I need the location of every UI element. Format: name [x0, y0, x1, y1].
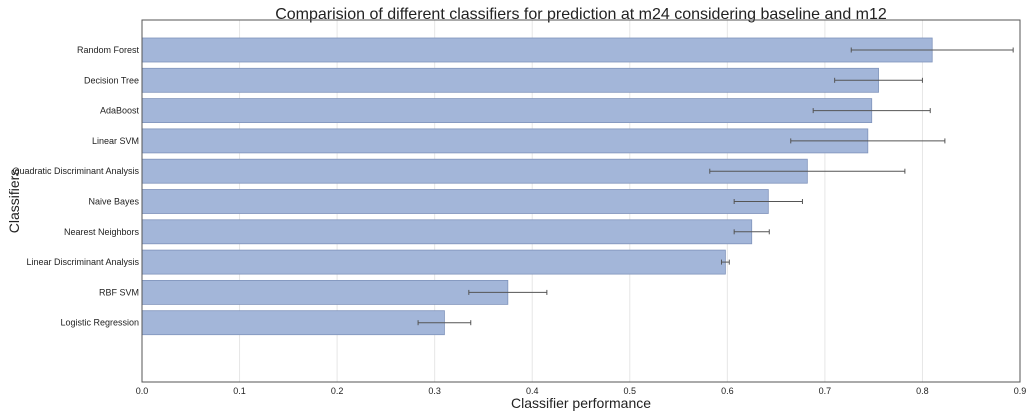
error-bar [709, 168, 906, 174]
error-bars [417, 47, 1014, 326]
x-tick-label: 0.7 [819, 386, 832, 396]
error-bar [733, 199, 803, 204]
category-label: Naive Bayes [88, 197, 139, 207]
error-bar [790, 138, 946, 144]
x-tick-label: 0.0 [136, 386, 149, 396]
x-tick-label: 0.6 [721, 386, 734, 396]
x-tick-label: 0.5 [624, 386, 637, 396]
bar [141, 98, 873, 123]
category-label: Nearest Neighbors [64, 227, 140, 237]
category-label: RBF SVM [99, 287, 139, 297]
y-axis-categories: Random Forest Decision Tree AdaBoost Linear… [12, 45, 139, 328]
error-bar [720, 259, 730, 265]
error-bar [417, 320, 472, 326]
error-bar [812, 108, 931, 114]
bar [141, 219, 753, 245]
category-label: Logistic Regression [60, 318, 139, 328]
x-tick-label: 0.8 [916, 386, 929, 396]
category-label: AdaBoost [100, 106, 140, 116]
x-axis-label: Classifier performance [511, 395, 651, 411]
bar [141, 249, 726, 275]
category-label: Linear Discriminant Analysis [26, 257, 139, 267]
x-tick-label: 0.4 [526, 386, 539, 396]
bar [141, 128, 869, 154]
error-bar [733, 229, 770, 235]
x-tick-label: 0.3 [428, 386, 441, 396]
bar [141, 189, 769, 214]
category-label: Decision Tree [84, 75, 139, 85]
category-label: Quadratic Discriminant Analysis [12, 166, 139, 176]
chart-title: Comparision of different classifiers for… [275, 6, 887, 23]
bar [141, 37, 933, 63]
plot-area-frame [141, 19, 1021, 383]
error-bar [468, 289, 548, 295]
category-label: Linear SVM [92, 136, 139, 146]
x-tick-label: 0.1 [233, 386, 246, 396]
x-tick-label: 0.2 [331, 386, 344, 396]
category-label: Random Forest [77, 45, 140, 55]
error-bar [850, 47, 1014, 53]
error-bar [834, 77, 923, 83]
bar [141, 310, 445, 336]
x-tick-label: 0.9 [1014, 386, 1027, 396]
x-axis-ticks: 0.0 0.1 0.2 0.3 0.4 0.5 0.6 0.7 0.8 0.9 [136, 386, 1027, 396]
bar [141, 158, 808, 184]
y-axis-label: Classifiers [6, 169, 22, 234]
bar [141, 279, 509, 305]
bars [141, 37, 933, 336]
bar [141, 67, 879, 93]
